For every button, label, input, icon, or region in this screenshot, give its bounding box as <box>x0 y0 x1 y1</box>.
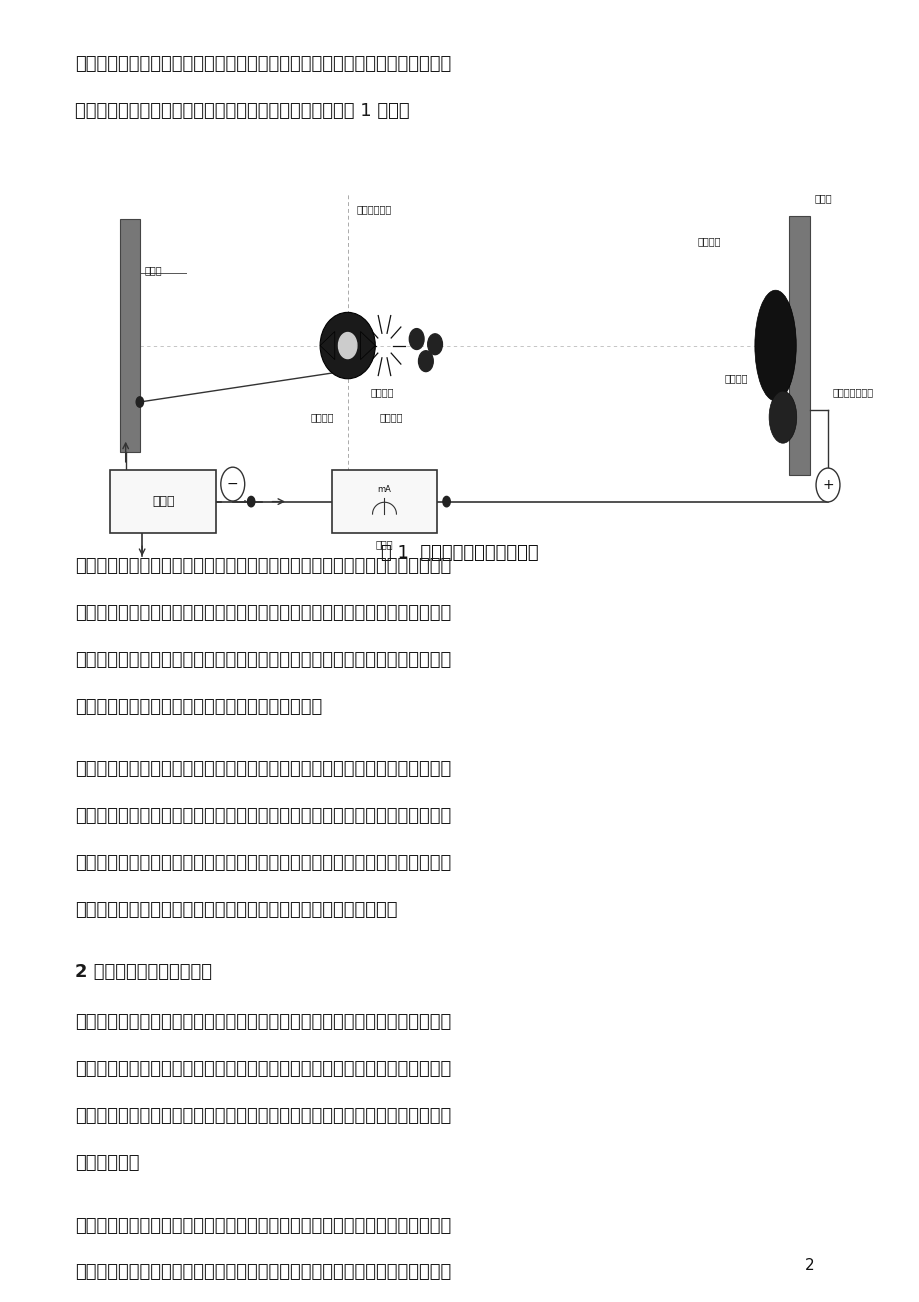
Ellipse shape <box>768 391 796 443</box>
Ellipse shape <box>320 312 375 379</box>
Circle shape <box>221 467 244 501</box>
Bar <box>110 470 216 533</box>
Text: 向放电极和电晕区，水雾在芒刺电极形成的强大的电晕场内荷电后分裂进一步雾: 向放电极和电晕区，水雾在芒刺电极形成的强大的电晕场内荷电后分裂进一步雾 <box>75 604 451 622</box>
Text: 颗粒运行: 颗粒运行 <box>697 236 720 246</box>
Circle shape <box>409 328 424 349</box>
Text: 根据技术型式不同，一部分湿式电除尘器在阳极板上部设有喷水系统，将水雾喷: 根据技术型式不同，一部分湿式电除尘器在阳极板上部设有喷水系统，将水雾喷 <box>75 557 451 575</box>
Text: 电晕放电: 电晕放电 <box>311 413 334 422</box>
Polygon shape <box>360 332 375 359</box>
Text: 电流调节变压器: 电流调节变压器 <box>832 387 873 397</box>
Text: 从原理上来讲，首先由于水滴的存在对电极放电产生了影响，要形成发射离子，: 从原理上来讲，首先由于水滴的存在对电极放电产生了影响，要形成发射离子， <box>75 1216 451 1234</box>
Text: 2: 2 <box>804 1258 813 1273</box>
Circle shape <box>136 397 143 408</box>
Polygon shape <box>320 332 335 359</box>
Text: 颗粒电荷: 颗粒电荷 <box>380 413 403 422</box>
Circle shape <box>122 473 130 483</box>
Bar <box>331 470 437 533</box>
Text: 气体分子电离: 气体分子电离 <box>357 204 391 215</box>
Text: 电流表: 电流表 <box>375 539 392 549</box>
Text: 2 湿式与干式电除尘器差异: 2 湿式与干式电除尘器差异 <box>75 963 212 982</box>
Text: 尘极表面形成的连续不断的水膜将粉尘冲洗去除。原理如图 1 所示。: 尘极表面形成的连续不断的水膜将粉尘冲洗去除。原理如图 1 所示。 <box>75 102 410 120</box>
Text: +: + <box>822 478 833 492</box>
Circle shape <box>338 332 357 358</box>
Circle shape <box>815 469 839 503</box>
Text: 大量水雾滴在收尘极上形成连续不断的水膜，将粉尘冲洗去除。只设置定期冲洗: 大量水雾滴在收尘极上形成连续不断的水膜，将粉尘冲洗去除。只设置定期冲洗 <box>75 854 451 872</box>
Text: 粉尘冲洗: 粉尘冲洗 <box>370 387 393 397</box>
Ellipse shape <box>754 290 796 401</box>
Text: 放电极: 放电极 <box>144 266 162 276</box>
Circle shape <box>823 480 831 491</box>
Text: 喷水系统，对收尘极和放电极进行定期大水量冲洗，保证运行效果。: 喷水系统，对收尘极和放电极进行定期大水量冲洗，保证运行效果。 <box>75 901 398 919</box>
Text: 喷出的水雾在收尘极上形成连续的水膜，将收集的粉尘冲刷到灰斗中排出。也有: 喷出的水雾在收尘极上形成连续的水膜，将收集的粉尘冲刷到灰斗中排出。也有 <box>75 760 451 779</box>
Circle shape <box>247 496 255 506</box>
Circle shape <box>427 333 442 354</box>
Circle shape <box>418 350 433 371</box>
Bar <box>789 216 809 475</box>
Text: −: − <box>227 477 238 491</box>
Circle shape <box>442 496 449 506</box>
Text: 集电极: 集电极 <box>813 193 831 203</box>
Text: 除尘效果比干式电除尘器好。湿式电除尘器去除的对象除了有粉尘颗粒还有大量: 除尘效果比干式电除尘器好。湿式电除尘器去除的对象除了有粉尘颗粒还有大量 <box>75 1060 451 1078</box>
Text: 化，电场力、荷电水雾的碰撞拦截、吸附凝并，共同对粉尘粒子起捕集作用，最: 化，电场力、荷电水雾的碰撞拦截、吸附凝并，共同对粉尘粒子起捕集作用，最 <box>75 651 451 669</box>
Text: 一部分湿式电除尘器不设置水膜形成的喷水系统，利用饱和湿烟气中收集下来的: 一部分湿式电除尘器不设置水膜形成的喷水系统，利用饱和湿烟气中收集下来的 <box>75 807 451 825</box>
Text: 颗粒收集: 颗粒收集 <box>724 374 748 383</box>
Text: 到的粉尘去除，而湿式电除尘器工作烟气环境基本是脱硫后的湿烟气，利用在收: 到的粉尘去除，而湿式电除尘器工作烟气环境基本是脱硫后的湿烟气，利用在收 <box>75 55 451 73</box>
Text: 的水雾滴以及气溶胶等物质，由于雾滴与粉尘的物理特性存在差别，其工作过程: 的水雾滴以及气溶胶等物质，由于雾滴与粉尘的物理特性存在差别，其工作过程 <box>75 1107 451 1125</box>
Text: 终粉尘粒子在电场力的驱动下到达收尘极而被捕集。: 终粉尘粒子在电场力的驱动下到达收尘极而被捕集。 <box>75 698 323 716</box>
Text: 图 1  湿式电除尘器工作原理图: 图 1 湿式电除尘器工作原理图 <box>380 544 539 562</box>
Text: 金属电极中的自由电子必须获得足够的能量，才能克服电离能而越过表面势垒成: 金属电极中的自由电子必须获得足够的能量，才能克服电离能而越过表面势垒成 <box>75 1263 451 1281</box>
Bar <box>119 220 140 452</box>
Text: mA: mA <box>377 484 391 493</box>
Text: 高压变: 高压变 <box>152 495 175 508</box>
Text: 也有所差异。: 也有所差异。 <box>75 1154 140 1172</box>
Text: 湿式电除尘器的工作环境与干式电除尘器不同，由于烟气基本处于湿饱和状态，: 湿式电除尘器的工作环境与干式电除尘器不同，由于烟气基本处于湿饱和状态， <box>75 1013 451 1031</box>
